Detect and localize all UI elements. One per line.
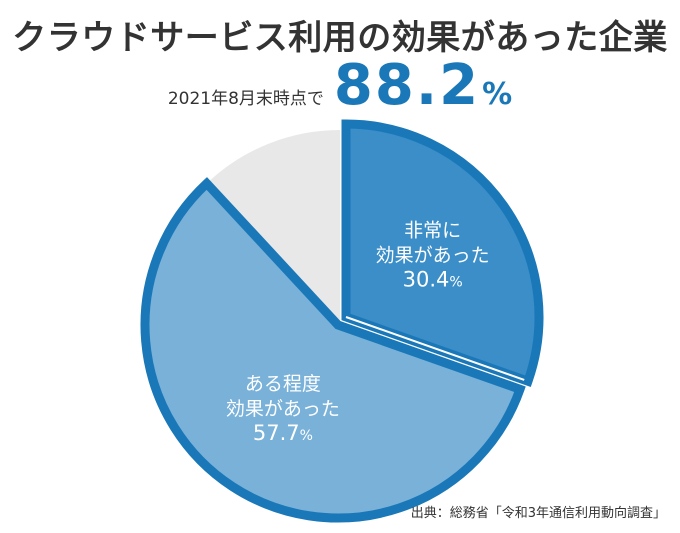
headline-unit: % — [482, 77, 513, 112]
slice-label-0-line-0: 非常に — [404, 220, 461, 242]
chart-title: クラウドサービス利用の効果があった企業 — [12, 18, 668, 58]
slice-label-1-line-1: 効果があった — [226, 398, 340, 420]
pie-slice-0 — [341, 119, 544, 387]
slice-separator — [345, 316, 525, 381]
source-note: 出典：総務省「令和3年通信利用動向調査」 — [410, 506, 666, 521]
headline-value-group: 88.2 % — [334, 58, 512, 114]
subtitle-date: 2021年8月末時点で — [167, 89, 324, 109]
pie-slice-1 — [140, 177, 526, 523]
pie-slice-2 — [208, 130, 340, 323]
slice-value-0: 30.4% — [403, 268, 463, 292]
slice-label-1-line-0: ある程度 — [245, 373, 321, 395]
slice-label-0-line-1: 効果があった — [376, 245, 490, 267]
subtitle-row: 2021年8月末時点で 88.2 % — [0, 58, 680, 114]
headline-value: 88.2 — [333, 53, 481, 118]
slice-value-1: 57.7% — [253, 421, 313, 445]
